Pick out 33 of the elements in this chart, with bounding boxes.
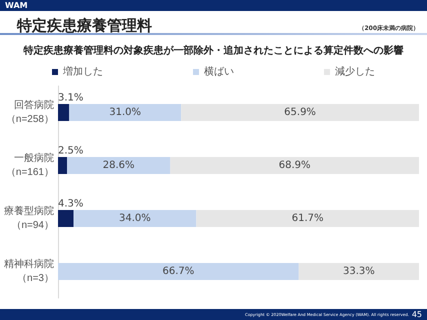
data-label: 2.5% [58, 146, 84, 156]
data-label: 68.9% [278, 160, 311, 171]
data-label: 33.3% [343, 266, 375, 277]
data-label: 61.7% [292, 213, 324, 224]
bar [58, 157, 68, 174]
data-label: 28.6% [102, 160, 135, 171]
bar [298, 263, 419, 280]
y-tick-label: 精神科病院（n=3） [4, 258, 54, 284]
data-label: 31.0% [109, 107, 142, 118]
legend-label: 増加した [62, 66, 103, 78]
data-label: 3.1% [58, 92, 84, 104]
bar [74, 210, 196, 227]
text: WAM [5, 0, 28, 11]
bar [181, 104, 419, 121]
bar [58, 104, 70, 121]
bar [69, 104, 182, 121]
bar [67, 157, 170, 174]
legend-label: 減少した [335, 66, 375, 78]
y-tick-label: 一般病院（n=161） [6, 152, 54, 178]
y-tick-label: 回答病院（n=258） [6, 99, 54, 125]
text: 45 [412, 309, 422, 320]
data-label: 34.0% [119, 213, 151, 224]
bar [58, 210, 74, 227]
legend-label: 横ばい [204, 66, 234, 78]
bar [170, 157, 419, 174]
chart-title: 特定疾患療養管理料 [16, 16, 152, 34]
data-label: 4.3% [58, 198, 84, 210]
bar [196, 210, 419, 227]
chart-subtitle: 特定疾患療養管理料の対象疾患が一部除外・追加されたことによる算定件数への影響 [22, 44, 404, 56]
y-tick-label: 療養型病院（n=94） [4, 205, 54, 231]
data-label: 65.9% [284, 107, 316, 118]
data-label: 66.7% [162, 266, 194, 277]
bar [58, 263, 299, 280]
